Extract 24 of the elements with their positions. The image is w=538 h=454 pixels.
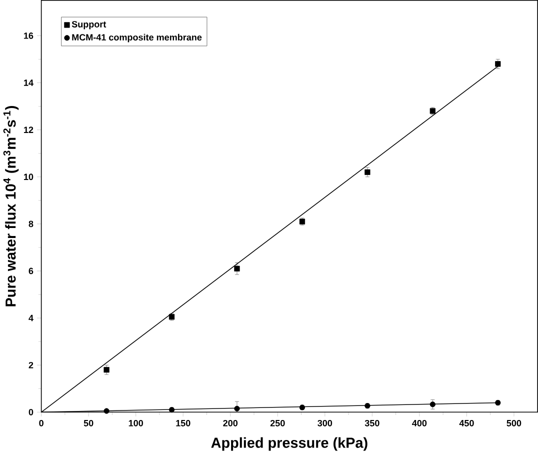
x-tick-label: 50: [84, 420, 94, 426]
text: Pure water flux 10$^{4}$ (m$^{3}$m$^{-2}$s$^{-1}$): [3, 106, 19, 306]
x-tick-label: 150: [176, 420, 190, 426]
y-tick-label: 14: [24, 80, 34, 86]
y-tick-label: 8: [28, 220, 34, 228]
x-tick-label: 200: [223, 420, 238, 426]
x-tick-label: 0: [39, 420, 44, 426]
y-tick-label: 16: [24, 32, 34, 39]
x-tick-label: 100: [128, 420, 144, 426]
legend-label: MCM-41 composite membrane: [72, 34, 202, 42]
x-tick-label: 300: [318, 420, 332, 426]
y-tick-label: 12: [24, 126, 34, 133]
x-tick-label: 500: [506, 420, 522, 426]
x-tick-label: 450: [459, 420, 474, 426]
x-axis-title: Applied pressure (kPa): [211, 437, 368, 451]
y-tick-label: 6: [28, 268, 34, 274]
x-tick-label: 250: [270, 420, 285, 426]
y-tick-label: 10: [24, 174, 34, 180]
y-tick-label: 4: [28, 314, 34, 322]
y-tick-label: 0: [28, 408, 34, 416]
x-tick-label: 400: [412, 420, 427, 426]
x-tick-label: 350: [364, 420, 380, 426]
y-tick-label: 2: [28, 362, 34, 368]
legend-label: Support: [72, 21, 106, 30]
